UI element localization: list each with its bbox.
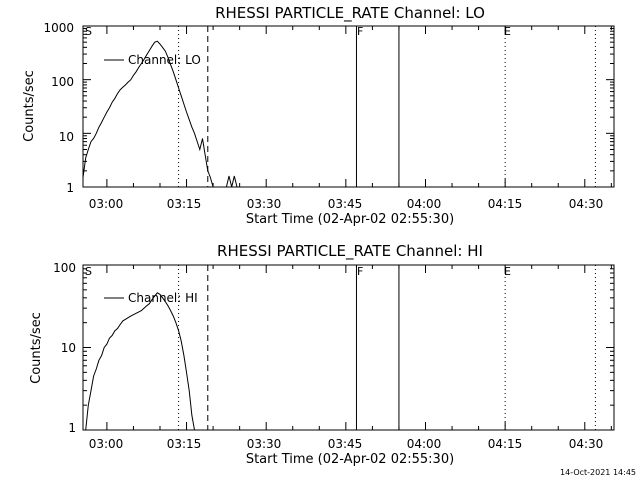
plot-frame-lo xyxy=(82,25,615,188)
legend-label-lo: Channel: LO xyxy=(128,53,201,67)
footer-timestamp: 14-Oct-2021 14:45 xyxy=(560,468,636,477)
y-tick-label-hi-1: 1 xyxy=(68,421,76,435)
chart-title-lo: RHESSI PARTICLE_RATE Channel: LO xyxy=(215,4,485,23)
x-tick-label-lo-0300: 03:00 xyxy=(89,197,124,211)
x-tick-label-hi-0330: 03:30 xyxy=(247,437,282,451)
x-tick-label-hi-0315: 03:15 xyxy=(167,437,202,451)
y-tick-label-lo-10: 10 xyxy=(59,130,74,144)
series-line-hi xyxy=(85,292,195,431)
annotation-f-lo: F xyxy=(357,25,363,38)
annotation-e-hi: E xyxy=(504,265,511,278)
x-axis-label-lo: Start Time (02-Apr-02 02:55:30) xyxy=(246,212,454,227)
y-axis-label-lo: Counts/sec xyxy=(22,70,37,142)
y-tick-label-lo-1: 1 xyxy=(66,181,74,195)
x-tick-label-lo-0315: 03:15 xyxy=(167,197,202,211)
x-ticks-lo xyxy=(106,26,612,187)
time-markers-lo xyxy=(178,26,596,187)
series-line-lo xyxy=(82,40,238,188)
y-tick-label-lo-100: 100 xyxy=(51,75,74,89)
time-markers-hi xyxy=(178,265,596,430)
x-tick-label-lo-0430: 04:30 xyxy=(569,197,604,211)
y-ticks-hi xyxy=(83,264,614,431)
x-tick-label-hi-0400: 04:00 xyxy=(407,437,442,451)
panel-lo: RHESSI PARTICLE_RATE Channel: LO 1000 10… xyxy=(22,4,615,227)
x-tick-labels-hi: 03:00 03:15 03:30 03:45 04:00 04:15 04:3… xyxy=(89,437,604,451)
x-ticks-hi xyxy=(106,265,612,430)
x-tick-label-lo-0415: 04:15 xyxy=(488,197,523,211)
y-axis-label-hi: Counts/sec xyxy=(29,312,44,384)
x-tick-label-hi-0345: 03:45 xyxy=(328,437,363,451)
x-tick-label-hi-0430: 04:30 xyxy=(569,437,604,451)
y-tick-label-hi-100: 100 xyxy=(53,261,76,275)
y-ticks-lo xyxy=(83,25,614,188)
annotation-e-lo: E xyxy=(504,25,511,38)
x-tick-labels-lo: 03:00 03:15 03:30 03:45 04:00 04:15 04:3… xyxy=(89,197,604,211)
y-tick-label-lo-1000: 1000 xyxy=(43,21,74,35)
chart-title-hi: RHESSI PARTICLE_RATE Channel: HI xyxy=(217,242,483,261)
plot-frame-hi xyxy=(82,264,615,431)
x-tick-label-lo-0330: 03:30 xyxy=(247,197,282,211)
x-tick-label-lo-0400: 04:00 xyxy=(407,197,442,211)
x-tick-label-lo-0345: 03:45 xyxy=(328,197,363,211)
x-axis-label-hi: Start Time (02-Apr-02 02:55:30) xyxy=(246,452,454,467)
y-tick-label-hi-10: 10 xyxy=(61,341,76,355)
annotation-f-hi: F xyxy=(357,265,363,278)
annotation-s-lo: S xyxy=(85,25,92,38)
panel-hi: RHESSI PARTICLE_RATE Channel: HI 100 10 … xyxy=(29,242,615,467)
x-tick-label-hi-0415: 04:15 xyxy=(488,437,523,451)
annotation-s-hi: S xyxy=(85,265,92,278)
x-tick-label-hi-0300: 03:00 xyxy=(89,437,124,451)
